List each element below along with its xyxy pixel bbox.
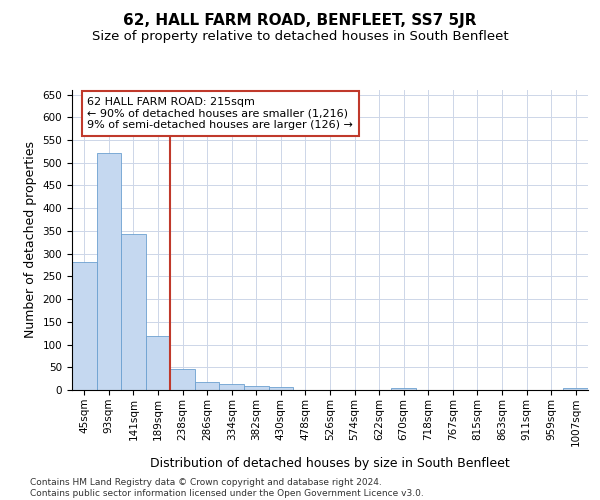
Text: 62 HALL FARM ROAD: 215sqm
← 90% of detached houses are smaller (1,216)
9% of sem: 62 HALL FARM ROAD: 215sqm ← 90% of detac… [87, 97, 353, 130]
Text: Distribution of detached houses by size in South Benfleet: Distribution of detached houses by size … [150, 458, 510, 470]
Bar [97, 153, 121, 390]
Bar [269, 388, 293, 390]
Bar [121, 234, 146, 390]
Bar [244, 386, 269, 390]
Bar [146, 336, 170, 390]
Bar [72, 262, 97, 390]
Bar [220, 384, 244, 390]
Bar [391, 388, 416, 390]
Bar [195, 382, 220, 390]
Text: Contains HM Land Registry data © Crown copyright and database right 2024.
Contai: Contains HM Land Registry data © Crown c… [30, 478, 424, 498]
Bar [170, 368, 195, 390]
Text: Size of property relative to detached houses in South Benfleet: Size of property relative to detached ho… [92, 30, 508, 43]
Text: 62, HALL FARM ROAD, BENFLEET, SS7 5JR: 62, HALL FARM ROAD, BENFLEET, SS7 5JR [123, 12, 477, 28]
Y-axis label: Number of detached properties: Number of detached properties [24, 142, 37, 338]
Bar [563, 388, 588, 390]
